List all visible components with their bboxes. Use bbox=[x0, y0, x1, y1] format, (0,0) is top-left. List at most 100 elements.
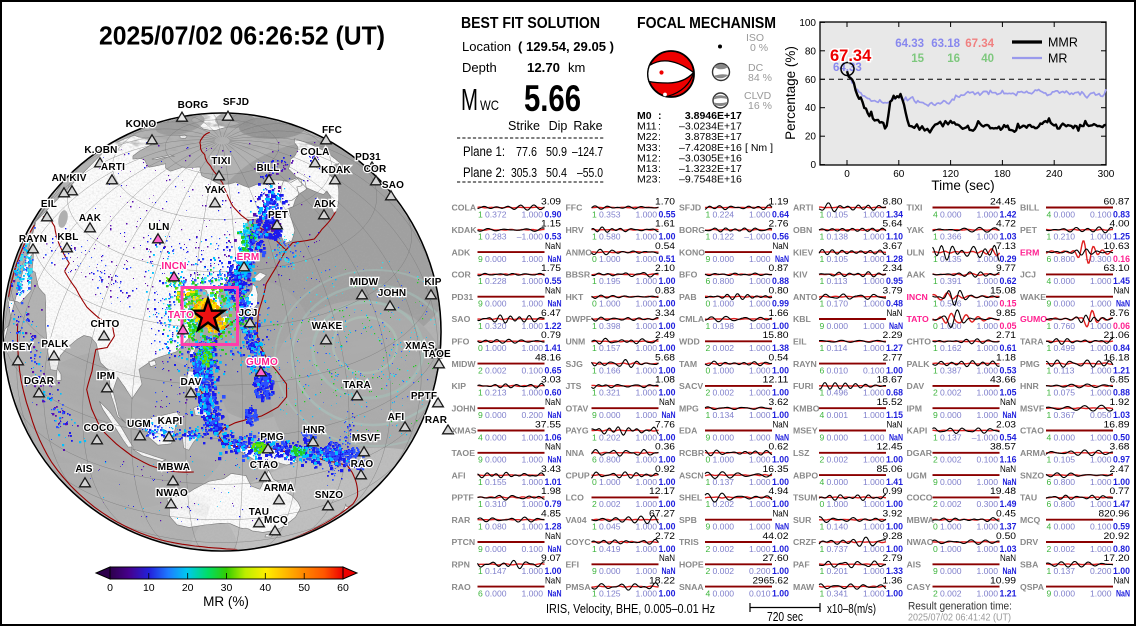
svg-text:0.387: 0.387 bbox=[940, 365, 962, 375]
svg-text:4.72: 4.72 bbox=[996, 219, 1016, 230]
svg-text:0.010: 0.010 bbox=[827, 365, 849, 375]
svg-text:UGM: UGM bbox=[127, 419, 151, 430]
svg-text:CHTO: CHTO bbox=[91, 319, 120, 330]
svg-text:2: 2 bbox=[933, 588, 938, 598]
svg-text:ERM: ERM bbox=[237, 252, 260, 263]
svg-text:1.22: 1.22 bbox=[545, 321, 562, 331]
svg-text:1.03: 1.03 bbox=[1000, 232, 1017, 242]
svg-text:KDAK: KDAK bbox=[321, 165, 351, 176]
svg-text:0.000: 0.000 bbox=[1054, 432, 1076, 442]
svg-text:SAO: SAO bbox=[382, 180, 404, 191]
svg-text:0.800: 0.800 bbox=[599, 455, 621, 465]
svg-text:1: 1 bbox=[592, 276, 597, 286]
svg-text:3.67: 3.67 bbox=[883, 241, 903, 252]
svg-text:6: 6 bbox=[1047, 254, 1052, 264]
svg-text:1.000: 1.000 bbox=[521, 522, 543, 532]
svg-text:1.33: 1.33 bbox=[886, 566, 903, 576]
svg-text:1.000: 1.000 bbox=[635, 432, 657, 442]
svg-text:1.000: 1.000 bbox=[521, 321, 543, 331]
svg-text:XMAS: XMAS bbox=[452, 426, 477, 436]
svg-text:NaN: NaN bbox=[548, 299, 562, 309]
svg-text:67.34: 67.34 bbox=[830, 47, 872, 65]
svg-text:x10–8(m/s): x10–8(m/s) bbox=[827, 602, 876, 616]
svg-text:1.000: 1.000 bbox=[749, 299, 771, 309]
svg-text:18.22: 18.22 bbox=[649, 575, 675, 586]
svg-text:0: 0 bbox=[706, 365, 711, 375]
svg-text:1.00: 1.00 bbox=[659, 365, 676, 375]
svg-text:TARA: TARA bbox=[1020, 337, 1044, 347]
svg-text:48.16: 48.16 bbox=[535, 352, 561, 363]
svg-text:0.002: 0.002 bbox=[940, 499, 962, 509]
svg-text:SJG: SJG bbox=[566, 359, 584, 369]
svg-text:KAPI: KAPI bbox=[158, 416, 183, 427]
svg-text:2: 2 bbox=[592, 499, 597, 509]
svg-text:1.000: 1.000 bbox=[976, 388, 998, 398]
svg-text:1: 1 bbox=[933, 299, 938, 309]
svg-text:1: 1 bbox=[1047, 566, 1052, 576]
svg-text:0.000: 0.000 bbox=[485, 254, 507, 264]
svg-text:PPTF: PPTF bbox=[411, 391, 437, 402]
svg-text:1.000: 1.000 bbox=[976, 365, 998, 375]
svg-text:1.000: 1.000 bbox=[1090, 432, 1112, 442]
svg-text:1.42: 1.42 bbox=[1000, 209, 1017, 219]
svg-text:1.000: 1.000 bbox=[1090, 343, 1112, 353]
svg-text:0.95: 0.95 bbox=[886, 276, 903, 286]
svg-text:ASCN: ASCN bbox=[679, 470, 704, 480]
svg-text:0.050: 0.050 bbox=[1090, 410, 1112, 420]
svg-text:EDA: EDA bbox=[679, 426, 698, 436]
svg-text:1.000: 1.000 bbox=[863, 588, 885, 598]
svg-text:–55.0: –55.0 bbox=[577, 165, 603, 180]
svg-text:Strike: Strike bbox=[508, 119, 540, 133]
svg-text:0: 0 bbox=[592, 477, 597, 487]
svg-text:1.61: 1.61 bbox=[655, 219, 675, 230]
svg-text:1.03: 1.03 bbox=[1000, 544, 1017, 554]
svg-text:0.100: 0.100 bbox=[1090, 209, 1112, 219]
svg-text:SUR: SUR bbox=[793, 515, 812, 525]
svg-text:0.080: 0.080 bbox=[485, 522, 507, 532]
svg-text:1: 1 bbox=[706, 232, 711, 242]
svg-text:0.29: 0.29 bbox=[1000, 254, 1017, 264]
svg-text:Result generation time:: Result generation time: bbox=[908, 601, 1012, 613]
svg-text:KMBO: KMBO bbox=[793, 403, 820, 413]
svg-text:1.00: 1.00 bbox=[772, 499, 789, 509]
svg-text:SNZO: SNZO bbox=[1020, 470, 1044, 480]
svg-text:AFI: AFI bbox=[388, 412, 405, 423]
svg-text:1.00: 1.00 bbox=[772, 388, 789, 398]
svg-text:SACV: SACV bbox=[679, 381, 703, 391]
svg-text:COCO: COCO bbox=[907, 493, 933, 503]
svg-text:–1.000: –1.000 bbox=[744, 232, 771, 242]
svg-text:0.000: 0.000 bbox=[940, 477, 962, 487]
svg-text:NaN: NaN bbox=[1000, 553, 1016, 564]
svg-text:NaN: NaN bbox=[889, 321, 903, 331]
svg-text:0.341: 0.341 bbox=[827, 588, 849, 598]
svg-text:–1.3232: –1.3232 bbox=[679, 163, 717, 175]
svg-text:0.100: 0.100 bbox=[863, 365, 885, 375]
svg-text:1: 1 bbox=[706, 410, 711, 420]
svg-text:1.000: 1.000 bbox=[521, 209, 543, 219]
svg-text:0.198: 0.198 bbox=[713, 321, 735, 331]
svg-text:1.000: 1.000 bbox=[635, 410, 657, 420]
svg-text:RAYN: RAYN bbox=[793, 359, 817, 369]
svg-text:0.195: 0.195 bbox=[599, 276, 621, 286]
svg-text:NaN: NaN bbox=[889, 432, 903, 442]
svg-text:TIXI: TIXI bbox=[907, 203, 923, 213]
svg-text:1.000: 1.000 bbox=[1090, 388, 1112, 398]
svg-text:4.85: 4.85 bbox=[541, 509, 561, 520]
svg-text:1: 1 bbox=[592, 388, 597, 398]
svg-text:MR (%): MR (%) bbox=[203, 594, 249, 609]
svg-text:1.03: 1.03 bbox=[1113, 410, 1130, 420]
svg-text:0.65: 0.65 bbox=[545, 365, 562, 375]
svg-text:0.372: 0.372 bbox=[485, 209, 507, 219]
svg-text:RCBR: RCBR bbox=[679, 448, 705, 458]
svg-text:6.47: 6.47 bbox=[541, 308, 561, 319]
svg-text:1.00: 1.00 bbox=[886, 455, 903, 465]
svg-text:5.66: 5.66 bbox=[524, 78, 581, 119]
svg-text:0.000: 0.000 bbox=[485, 544, 507, 554]
svg-text:9: 9 bbox=[820, 321, 825, 331]
svg-text:60: 60 bbox=[893, 169, 905, 180]
svg-text:0.16: 0.16 bbox=[1113, 254, 1130, 264]
svg-text:SHEL: SHEL bbox=[679, 493, 703, 503]
svg-text:MCQ: MCQ bbox=[264, 515, 288, 526]
svg-text:BORG: BORG bbox=[679, 225, 705, 235]
svg-text:ARMA: ARMA bbox=[264, 483, 295, 494]
